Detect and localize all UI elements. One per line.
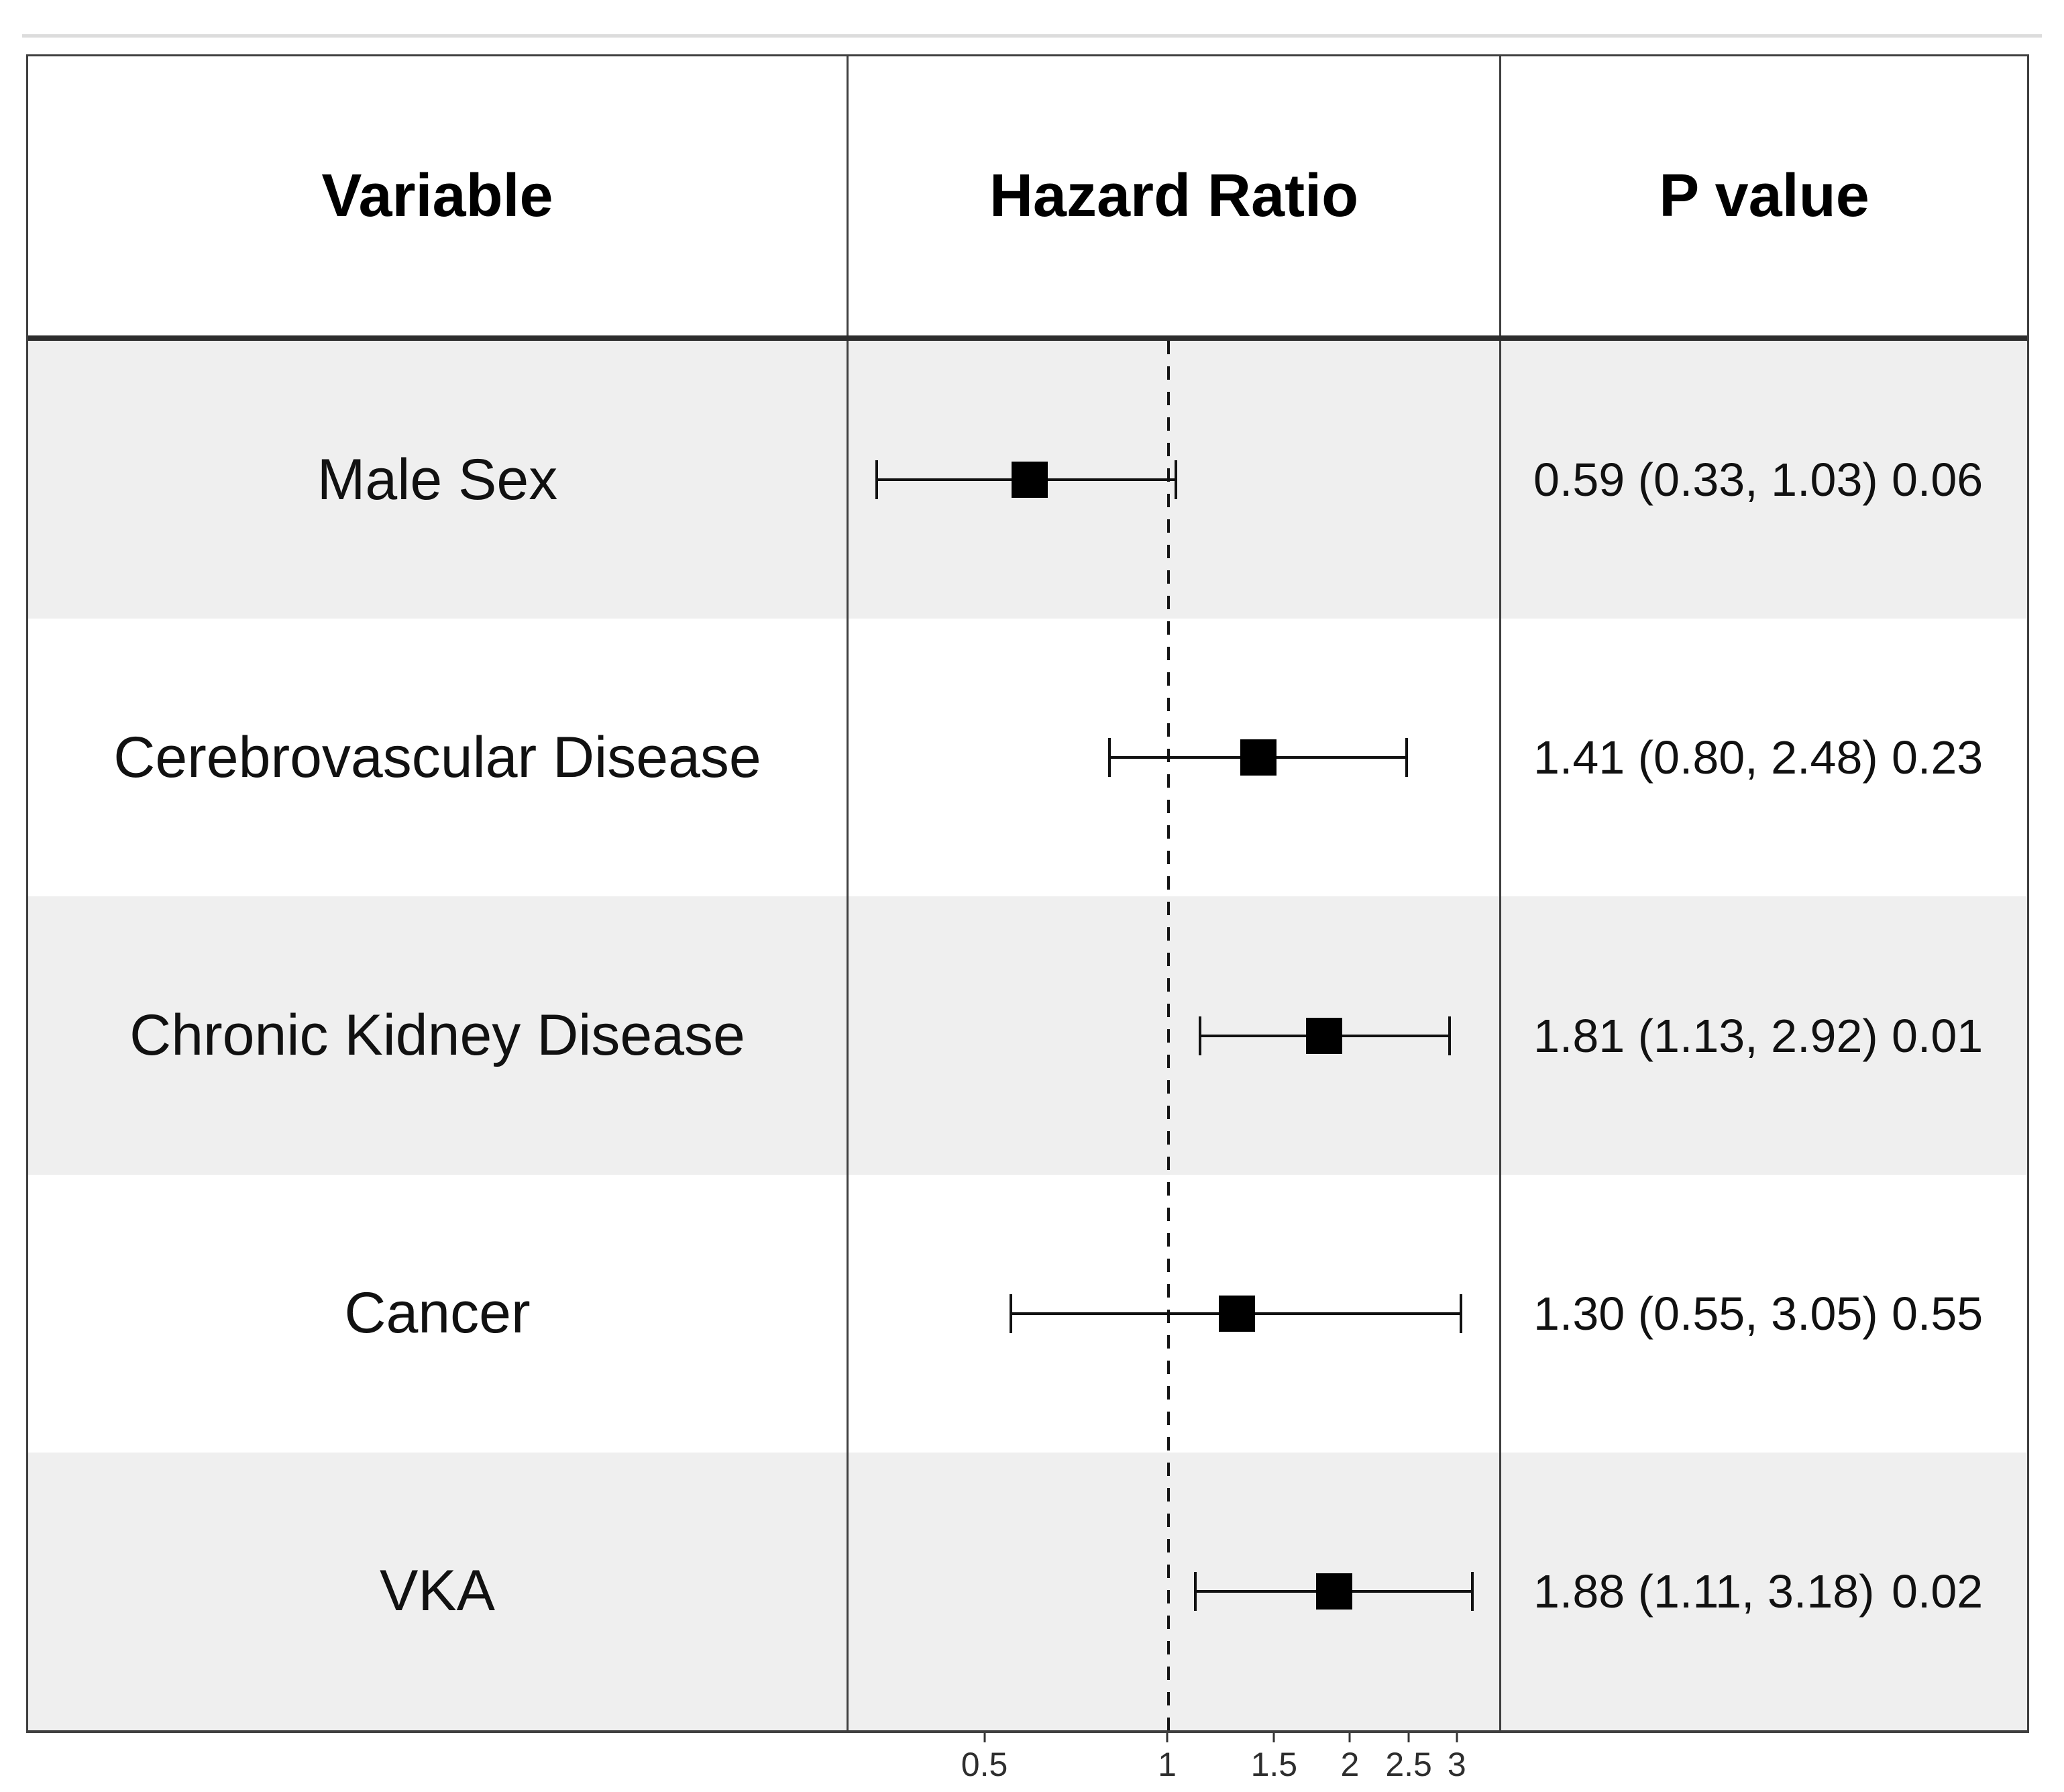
hr-marker — [1305, 1017, 1342, 1054]
axis-tick-mark — [1272, 1733, 1275, 1742]
axis-tick-mark — [1348, 1733, 1351, 1742]
x-axis: 0.5 1 1.5 2 2.5 3 — [847, 1733, 1499, 1792]
hr-marker — [1315, 1573, 1352, 1610]
p-value-text: 0.02 — [1892, 1565, 1984, 1618]
forest-plot-cell — [847, 619, 1499, 897]
values-cell: 1.88 (1.11, 3.18) 0.02 — [1499, 1452, 2027, 1731]
forest-plot-cell — [847, 1174, 1499, 1453]
hr-marker — [1219, 1295, 1256, 1332]
p-value-text: 0.01 — [1892, 1009, 1984, 1062]
estimate-ci-text: 1.81 (1.13, 2.92) — [1533, 1009, 1878, 1062]
values-cell: 1.41 (0.80, 2.48) 0.23 — [1499, 619, 2027, 897]
estimate-ci-text: 0.59 (0.33, 1.03) — [1533, 454, 1878, 507]
p-value-text: 0.55 — [1892, 1287, 1984, 1340]
reference-line-hr-1 — [1166, 341, 1170, 1730]
axis-tick-label: 2 — [1340, 1746, 1360, 1783]
ci-cap-left — [1199, 1016, 1202, 1055]
axis-tick-mark — [1166, 1733, 1169, 1742]
axis-tick-mark — [1407, 1733, 1410, 1742]
variable-label: VKA — [379, 1559, 496, 1624]
hr-marker — [1011, 462, 1048, 498]
ci-cap-right — [1470, 1571, 1474, 1611]
values-cell: 1.81 (1.13, 2.92) 0.01 — [1499, 896, 2027, 1175]
top-divider-line — [22, 34, 2042, 38]
ci-cap-right — [1460, 1294, 1463, 1333]
estimate-ci-text: 1.30 (0.55, 3.05) — [1533, 1287, 1878, 1340]
forest-plot-cell — [847, 341, 1499, 619]
axis-tick-label: 1 — [1158, 1746, 1177, 1783]
ci-cap-right — [1175, 460, 1178, 500]
variable-label: Male Sex — [317, 447, 558, 512]
values-cell: 0.59 (0.33, 1.03) 0.06 — [1499, 341, 2027, 619]
estimate-ci-text: 1.41 (0.80, 2.48) — [1533, 731, 1878, 784]
forest-plot-cell — [847, 896, 1499, 1175]
values-cell: 1.30 (0.55, 3.05) 0.55 — [1499, 1174, 2027, 1453]
ci-cap-right — [1405, 738, 1409, 778]
table-row: Male Sex 0.59 (0.33, 1.03) 0.06 — [28, 341, 2027, 619]
ci-cap-right — [1448, 1016, 1452, 1055]
ci-cap-left — [875, 460, 879, 500]
axis-tick-mark — [983, 1733, 986, 1742]
variable-label: Cerebrovascular Disease — [113, 725, 761, 790]
table-row: VKA 1.88 (1.11, 3.18) 0.02 — [28, 1452, 2027, 1731]
p-value-text: 0.06 — [1892, 454, 1984, 507]
axis-tick-label: 0.5 — [961, 1746, 1008, 1783]
hazard-ratio-table: Variable Hazard Ratio P value Male Sex 0.… — [26, 54, 2029, 1733]
variable-label: Chronic Kidney Disease — [129, 1003, 745, 1067]
axis-tick-label: 1.5 — [1250, 1746, 1298, 1783]
table-row: Cerebrovascular Disease 1.41 (0.80, 2.48)… — [28, 619, 2027, 897]
table-body: Male Sex 0.59 (0.33, 1.03) 0.06 Cerebrovasc… — [28, 341, 2027, 1731]
ci-cap-left — [1194, 1571, 1197, 1611]
estimate-ci-text: 1.88 (1.11, 3.18) — [1533, 1565, 1875, 1618]
ci-cap-left — [1108, 738, 1111, 778]
variable-label: Cancer — [344, 1281, 531, 1346]
axis-tick-mark — [1456, 1733, 1458, 1742]
header-variable: Variable — [321, 162, 553, 229]
forest-plot-cell — [847, 1452, 1499, 1731]
table-row: Chronic Kidney Disease 1.81 (1.13, 2.92) 0… — [28, 896, 2027, 1175]
hr-marker — [1240, 739, 1277, 776]
header-p-value: P value — [1499, 56, 2027, 335]
table-row: Cancer 1.30 (0.55, 3.05) 0.55 — [28, 1174, 2027, 1453]
header-hazard-ratio: Hazard Ratio — [847, 56, 1499, 335]
ci-cap-left — [1010, 1294, 1013, 1333]
axis-tick-label: 3 — [1447, 1746, 1466, 1783]
p-value-text: 0.23 — [1892, 731, 1984, 784]
table-header-row: Variable Hazard Ratio P value — [28, 56, 2027, 341]
axis-tick-label: 2.5 — [1385, 1746, 1432, 1783]
